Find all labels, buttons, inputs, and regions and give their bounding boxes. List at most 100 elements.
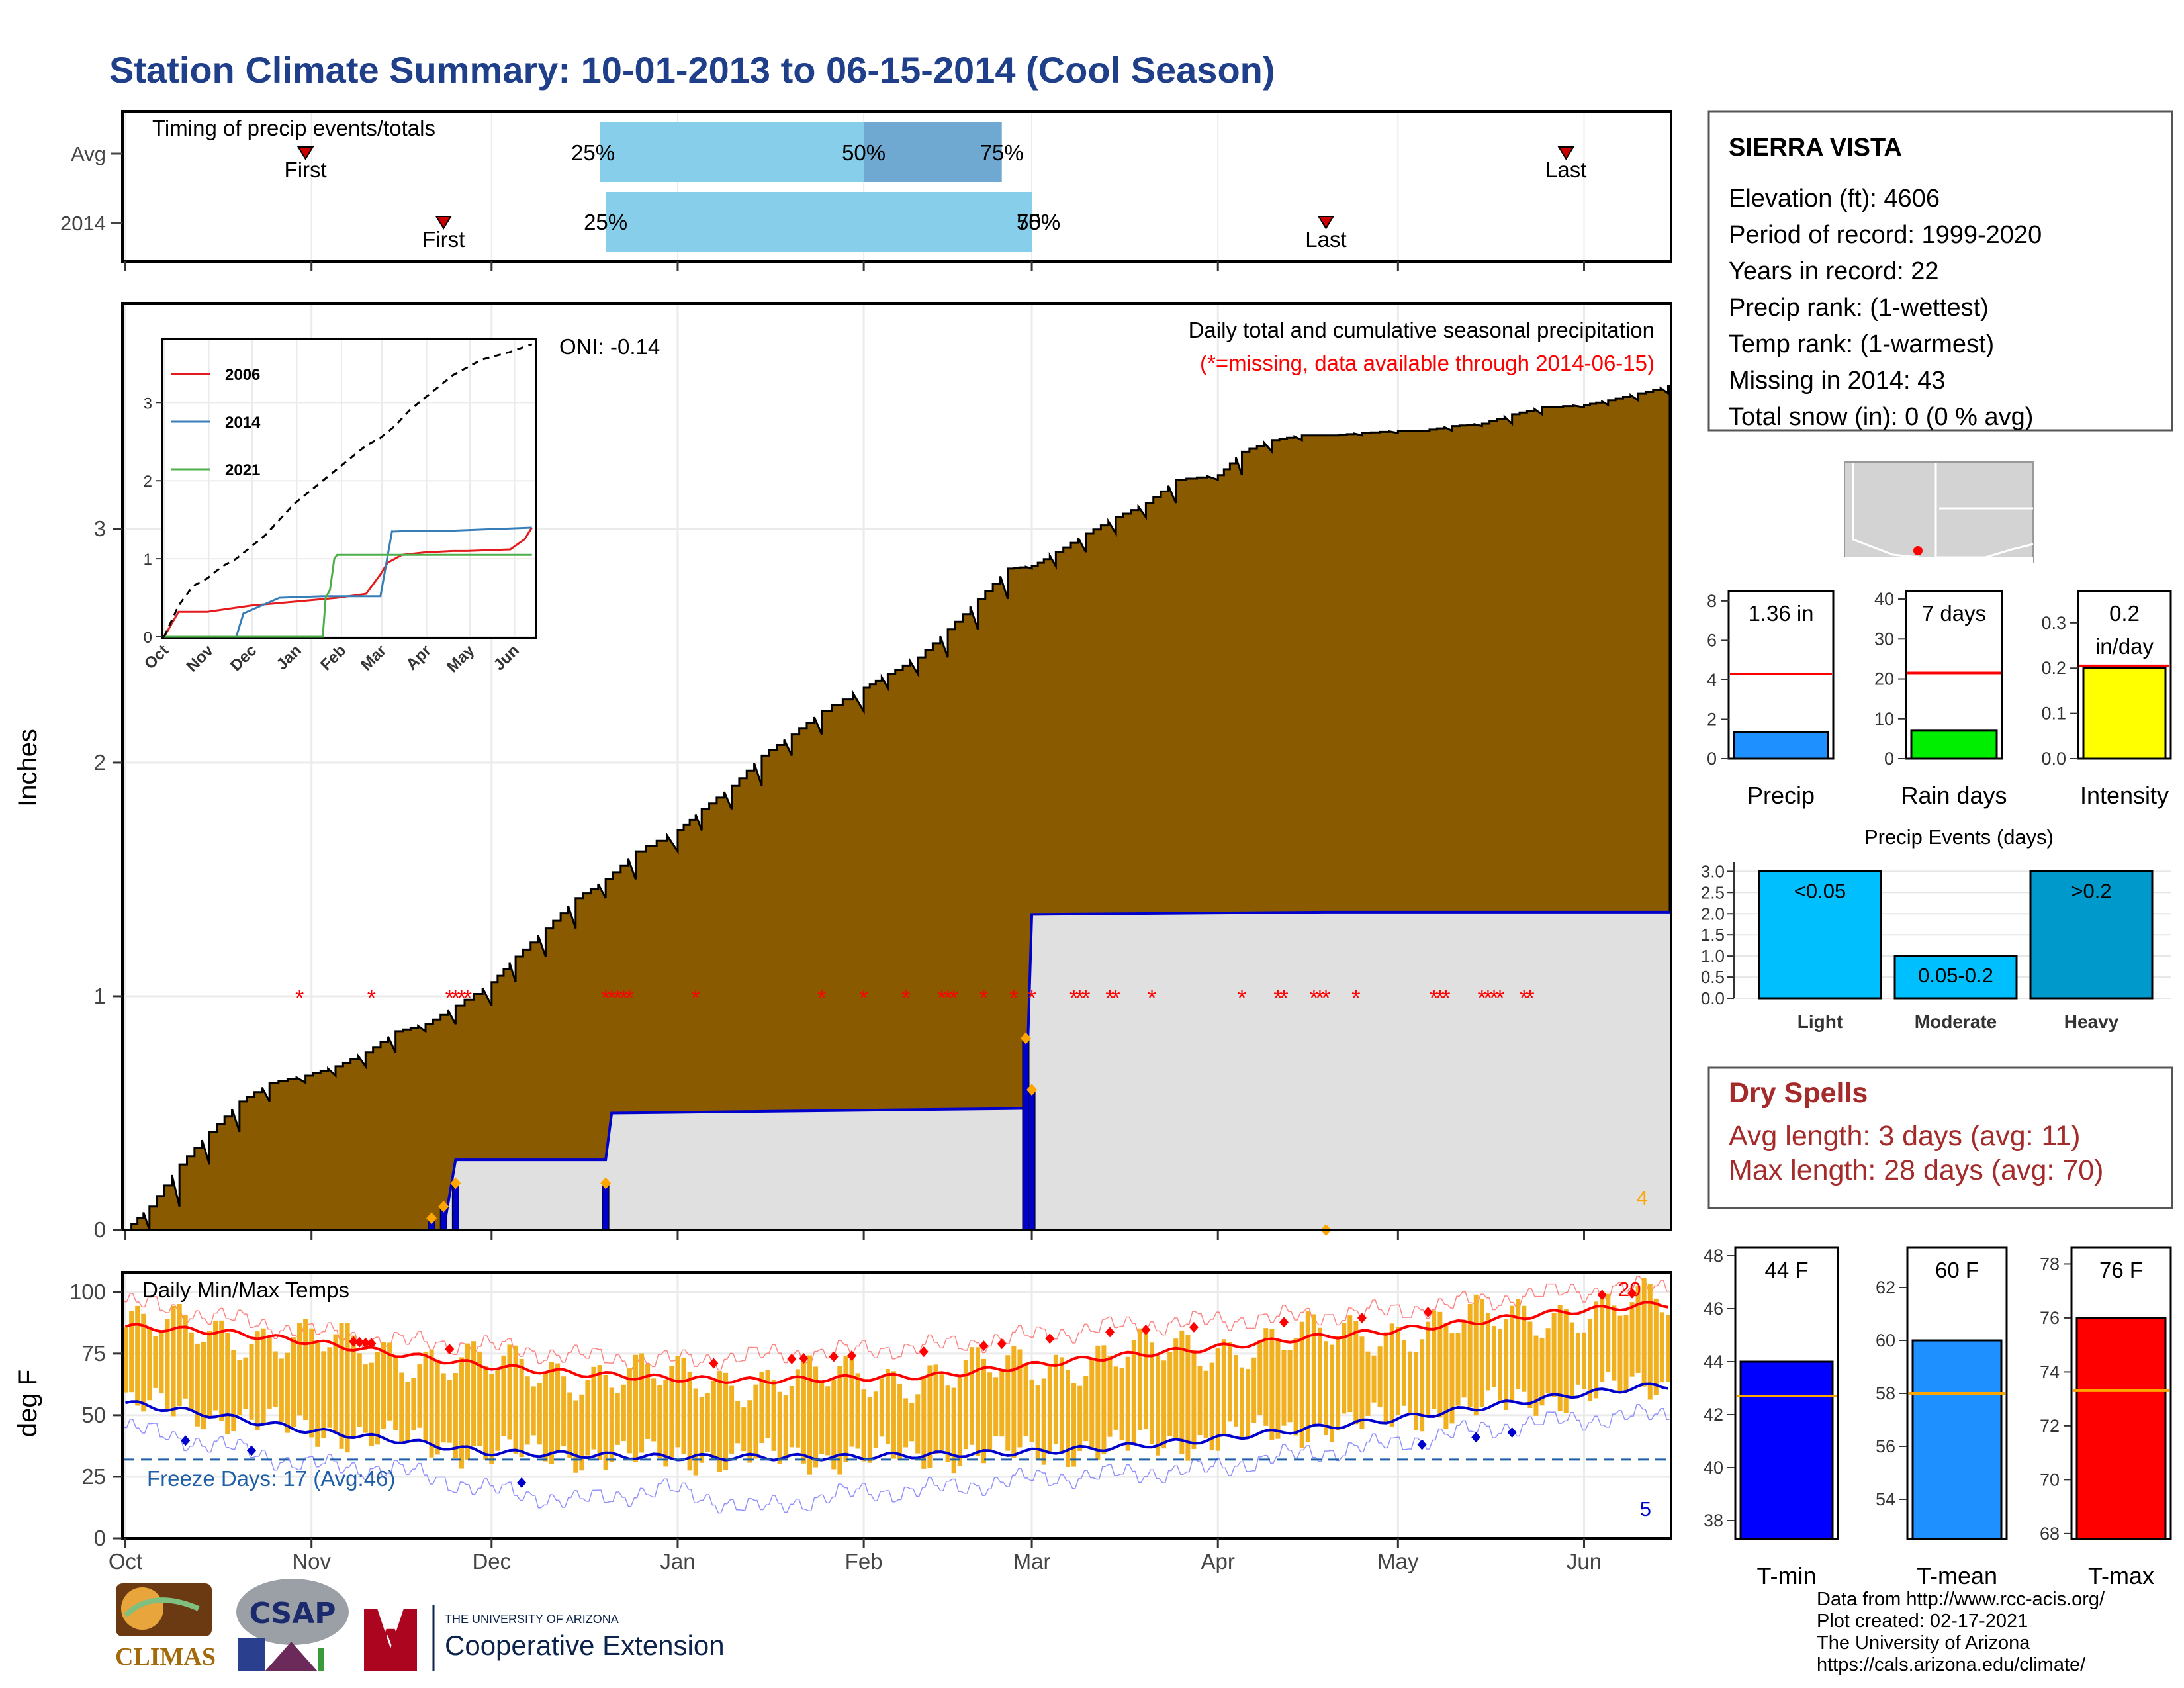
tmin_summary-ytick-label: 46	[1704, 1299, 1723, 1319]
inset-series-2021	[164, 553, 532, 638]
daily-temp-bar	[333, 1334, 338, 1434]
tmin_summary-value-label: 44 F	[1764, 1258, 1808, 1282]
intensity-axis-label: Intensity	[2080, 782, 2169, 809]
inset-legend-label: 2006	[225, 366, 260, 384]
timing-avg-p75-label: 75%	[980, 140, 1024, 165]
record-high-marker	[709, 1358, 719, 1369]
intensity-value-label: in/day	[2095, 634, 2154, 659]
daily-precip-marker	[1021, 1032, 1031, 1045]
daily-temp-bar	[669, 1366, 674, 1458]
daily-temp-bar	[369, 1362, 374, 1446]
tmax_summary-ytick-label: 70	[2040, 1470, 2060, 1489]
month-tick-label: Mar	[1013, 1549, 1051, 1573]
daily-temp-bar	[1617, 1315, 1623, 1394]
daily-temp-bar	[723, 1372, 729, 1470]
daily-temp-bar	[351, 1335, 356, 1439]
missing-day-marker: *	[979, 986, 988, 1011]
daily-temp-bar	[495, 1368, 500, 1451]
timing-2014-p75-label: 75%	[1017, 210, 1060, 234]
daily-temp-bar	[687, 1371, 692, 1471]
daily-temp-bar	[393, 1356, 398, 1430]
daily-temp-bar	[1347, 1315, 1353, 1413]
daily-temp-bar	[1359, 1336, 1365, 1429]
missing-day-marker: *	[1238, 986, 1246, 1011]
daily-temp-bar	[1185, 1335, 1191, 1461]
missing-day-marker: *	[614, 986, 622, 1011]
tmean_summary-bar	[1911, 1339, 2003, 1540]
daily-temp-bar	[1557, 1305, 1563, 1411]
daily-temp-bar	[549, 1362, 554, 1464]
timing-avg-first-label: First	[285, 158, 327, 182]
daily-temp-bar	[1377, 1346, 1383, 1407]
daily-temp-bar	[459, 1357, 464, 1469]
daily-temp-bar	[915, 1394, 921, 1454]
month-tick-label: Oct	[109, 1549, 142, 1573]
rain_days-axis-label: Rain days	[1901, 782, 2007, 809]
daily-temp-bar	[981, 1358, 987, 1464]
temp-panel: deg F Daily Min/Max Temps Freeze Days: 1…	[13, 1271, 1672, 1573]
daily-temp-bar	[1395, 1327, 1400, 1415]
daily-temp-bar	[153, 1336, 158, 1388]
daily-temp-bar	[867, 1397, 872, 1463]
daily-temp-bar	[525, 1376, 530, 1445]
daily-temp-bar	[1281, 1350, 1287, 1426]
daily-temp-bar	[801, 1356, 806, 1464]
daily-temp-bar	[1077, 1385, 1083, 1452]
record-high-marker	[1597, 1289, 1607, 1301]
station-line-snow: Total snow (in): 0 (0 % avg)	[1729, 403, 2033, 431]
daily-temp-bar	[681, 1357, 686, 1454]
daily-temp-bar	[873, 1391, 878, 1448]
daily-temp-bar	[783, 1395, 788, 1460]
avg-tmax-line	[124, 1301, 1668, 1385]
daily-temp-bar	[1647, 1284, 1653, 1400]
daily-temp-bar	[1023, 1364, 1028, 1436]
inset-ytick-label: 0	[144, 629, 152, 647]
daily-temp-bar	[423, 1351, 428, 1443]
station-line-temp-rank: Temp rank: (1-warmest)	[1729, 330, 1994, 358]
daily-temp-bar	[1371, 1355, 1377, 1403]
daily-temp-bar	[1504, 1319, 1509, 1410]
daily-temp-bar	[375, 1351, 380, 1445]
timing-avg-bar-50-75	[864, 122, 1002, 182]
rain_days-bar	[1910, 729, 1998, 760]
daily-temp-bar	[471, 1341, 477, 1446]
record-high-marker	[1279, 1317, 1289, 1328]
record-high-marker	[1189, 1321, 1199, 1333]
events-ytick-label: 1.5	[1701, 925, 1725, 945]
missing-day-marker: *	[1069, 986, 1078, 1011]
daily-temp-bar	[159, 1332, 164, 1394]
daily-temp-bar	[135, 1305, 140, 1406]
timing-2014-p50-label: 50%	[1017, 210, 1060, 234]
daily-temp-bar	[399, 1372, 404, 1444]
daily-temp-bar	[543, 1372, 548, 1462]
daily-temp-bar	[1401, 1340, 1406, 1406]
daily-temp-bar	[1017, 1349, 1023, 1448]
daily-temp-bar	[183, 1315, 188, 1399]
missing-day-marker: *	[859, 986, 868, 1011]
missing-day-marker: *	[1009, 986, 1018, 1011]
daily-temp-bar	[1029, 1379, 1034, 1442]
daily-temp-bar	[951, 1387, 956, 1474]
record-high-marker	[1423, 1307, 1433, 1318]
daily-temp-bar	[879, 1378, 884, 1437]
intensity-ytick-label: 0.1	[2041, 704, 2066, 724]
daily-temp-bar	[129, 1311, 134, 1393]
tmin_summary-ytick-label: 40	[1704, 1458, 1723, 1477]
timing-avg-first-marker	[296, 146, 314, 160]
daily-temp-bar	[945, 1385, 950, 1462]
daily-temp-bar	[249, 1344, 254, 1420]
daily-temp-bar	[1432, 1310, 1437, 1409]
daily-temp-bar	[1263, 1328, 1269, 1426]
month-tick-label: Jan	[660, 1549, 695, 1573]
missing-day-marker: *	[1279, 986, 1288, 1011]
missing-day-marker: *	[1081, 986, 1090, 1011]
daily-temp-bar	[1510, 1305, 1515, 1402]
record-min-line	[124, 1404, 1670, 1514]
precip-ytick-label: 3	[94, 516, 106, 541]
precip-corner-count: 4	[1637, 1186, 1648, 1209]
events-ytick-label: 1.0	[1701, 946, 1725, 966]
daily-temp-bar	[975, 1347, 980, 1456]
daily-temp-bar	[1227, 1342, 1232, 1422]
daily-temp-bar	[903, 1398, 909, 1448]
daily-temp-bar	[1551, 1313, 1557, 1397]
